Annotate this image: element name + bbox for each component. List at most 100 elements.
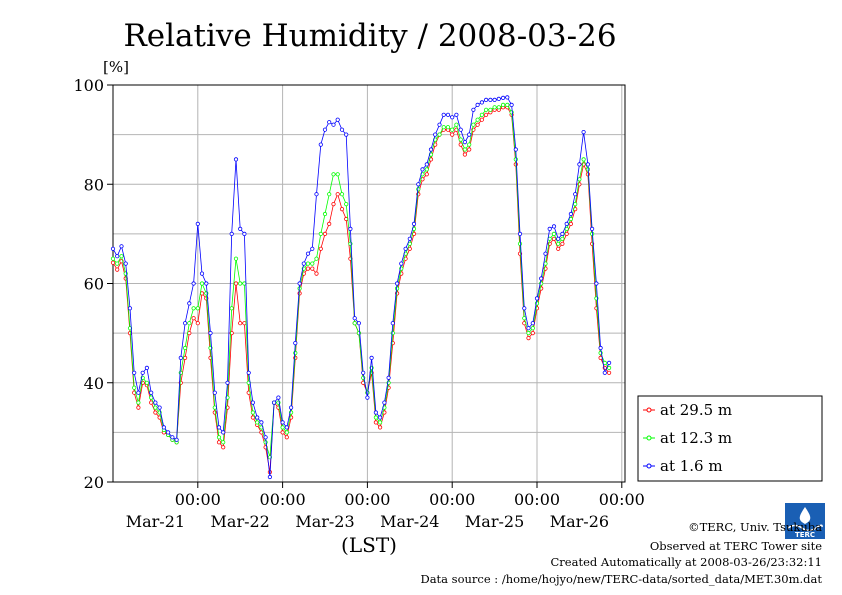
data-point: [411, 221, 417, 226]
terc-logo-wave-icon: [787, 524, 823, 532]
data-point: [331, 122, 336, 127]
x-tick-date-label: Mar-22: [211, 512, 270, 531]
data-point: [322, 231, 328, 236]
data-point: [288, 405, 294, 410]
data-point: [479, 100, 484, 105]
data-point: [445, 125, 451, 130]
grid-lines: [113, 85, 625, 482]
data-point: [462, 140, 467, 145]
data-point: [263, 440, 268, 445]
data-point: [564, 231, 569, 236]
data-point: [399, 261, 404, 266]
data-point: [500, 102, 506, 108]
data-point: [462, 147, 467, 152]
data-point: [441, 125, 446, 130]
data-point: [305, 251, 311, 256]
legend-box: [637, 395, 823, 482]
footer-source: Data source : /home/hojyo/new/TERC-data/…: [420, 572, 822, 586]
data-point: [437, 122, 442, 127]
x-tick-date-label: Mar-26: [550, 512, 609, 531]
terc-logo-text: TERC: [795, 531, 815, 539]
data-point: [229, 231, 234, 236]
data-point: [153, 405, 158, 410]
data-point: [530, 321, 535, 326]
data-point: [462, 152, 467, 157]
data-point: [187, 301, 192, 306]
data-point: [301, 261, 306, 266]
data-point: [564, 226, 569, 231]
legend-item-3: at 1.6 m: [643, 457, 723, 475]
data-point: [369, 355, 374, 360]
series-1: [110, 105, 612, 475]
x-tick-time-label: 00:00: [344, 490, 390, 509]
data-point: [424, 172, 429, 177]
data-point: [424, 162, 429, 167]
data-point: [500, 95, 506, 101]
legend: at 29.5 m at 12.3 m at 1.6 m: [637, 395, 823, 482]
data-point: [280, 425, 285, 430]
data-point: [110, 260, 116, 265]
data-point: [314, 271, 319, 276]
data-point: [136, 405, 141, 410]
data-point: [420, 167, 425, 172]
data-point: [322, 127, 328, 132]
data-point: [361, 370, 366, 375]
data-point: [293, 340, 298, 346]
data-point: [110, 246, 116, 251]
data-point: [166, 430, 171, 435]
data-point: [119, 244, 124, 249]
footer-created: Created Automatically at 2008-03-26/23:3…: [551, 555, 823, 569]
data-point: [149, 390, 154, 395]
chart-title: Relative Humidity / 2008-03-26: [123, 18, 616, 54]
data-point: [191, 306, 196, 311]
data-point: [492, 105, 497, 110]
data-point: [568, 211, 574, 217]
series-2: [110, 102, 612, 460]
data-point: [314, 192, 319, 197]
data-point: [403, 246, 408, 251]
data-point: [526, 330, 531, 336]
data-point: [195, 221, 200, 226]
data-point: [221, 440, 226, 445]
data-point: [488, 97, 493, 103]
data-point: [471, 107, 476, 112]
data-point: [216, 440, 222, 445]
data-point: [365, 395, 370, 400]
data-point: [119, 254, 124, 259]
data-point: [450, 132, 455, 137]
data-point: [123, 261, 128, 266]
data-point: [556, 236, 561, 241]
data-point: [331, 172, 336, 177]
data-point: [144, 380, 149, 385]
y-tick-label: 20: [84, 473, 104, 492]
data-point: [564, 221, 569, 226]
data-point: [297, 281, 302, 286]
data-point: [547, 226, 552, 231]
data-point: [255, 420, 260, 425]
data-point: [221, 430, 226, 435]
data-point: [327, 120, 332, 125]
data-point: [450, 127, 455, 132]
data-point: [242, 231, 247, 236]
data-point: [483, 97, 489, 103]
data-point: [437, 132, 442, 137]
terc-logo-drop-icon: [799, 507, 811, 524]
data-point: [136, 400, 141, 405]
data-point: [348, 226, 353, 231]
data-point: [479, 112, 484, 117]
data-point: [556, 246, 561, 251]
data-point: [242, 321, 247, 326]
data-point: [445, 112, 451, 117]
data-point: [191, 281, 196, 286]
data-point: [356, 321, 361, 326]
data-point: [335, 192, 340, 197]
x-tick-time-label: 00:00: [514, 490, 560, 509]
data-point: [382, 400, 387, 405]
data-point: [140, 370, 145, 375]
data-point: [496, 105, 501, 110]
data-point: [416, 182, 421, 187]
data-point: [233, 256, 239, 261]
data-point: [284, 435, 289, 440]
data-point: [238, 321, 243, 326]
